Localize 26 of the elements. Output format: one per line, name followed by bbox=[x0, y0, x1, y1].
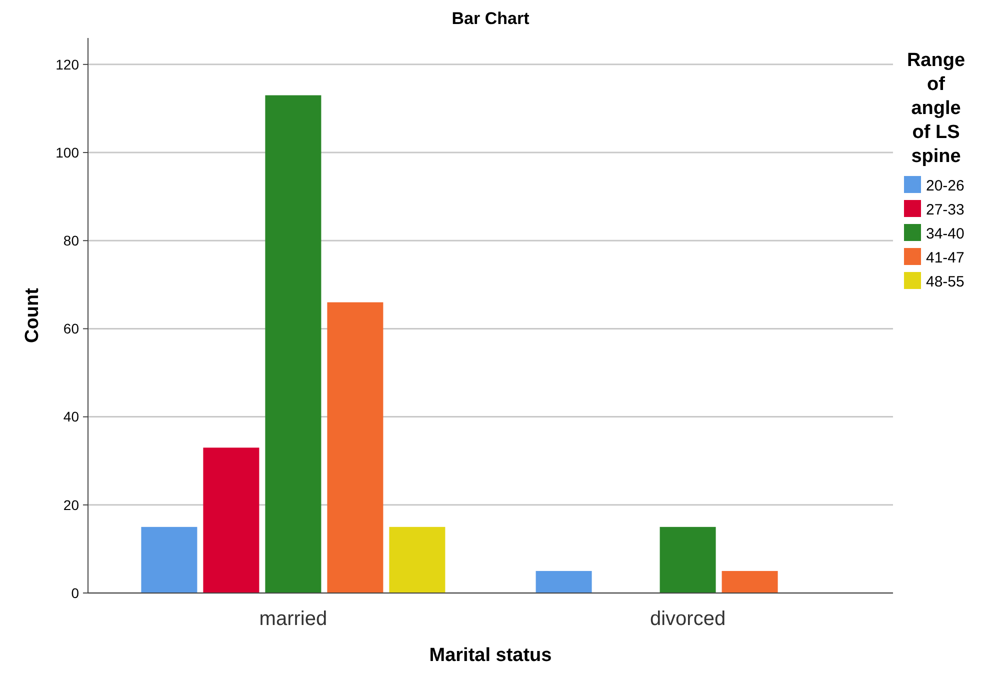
legend-label: 20-26 bbox=[926, 177, 964, 194]
bar bbox=[141, 526, 198, 593]
legend-title: Range of angle of LS spine bbox=[906, 50, 966, 167]
y-tick-label: 40 bbox=[63, 408, 80, 425]
y-tick-label: 20 bbox=[63, 496, 80, 513]
bar bbox=[265, 95, 322, 593]
legend-label: 41-47 bbox=[926, 249, 964, 266]
x-tick-label: divorced bbox=[650, 608, 726, 630]
y-tick-label: 120 bbox=[56, 56, 80, 72]
x-axis-title: Marital status bbox=[429, 645, 552, 666]
bar bbox=[327, 302, 384, 593]
x-tick-label: married bbox=[259, 608, 328, 630]
y-tick-label: 80 bbox=[63, 232, 80, 249]
bar bbox=[660, 526, 716, 593]
y-tick-label: 60 bbox=[63, 320, 80, 337]
y-tick-label: 0 bbox=[71, 584, 80, 601]
y-axis-title: Count bbox=[22, 287, 43, 343]
chart-title: Bar Chart bbox=[452, 9, 530, 28]
bar bbox=[722, 570, 778, 593]
legend-label: 27-33 bbox=[926, 201, 964, 218]
bar bbox=[536, 570, 592, 593]
bar bbox=[203, 448, 260, 593]
bar bbox=[389, 526, 446, 593]
y-tick-label: 100 bbox=[56, 144, 80, 160]
legend-label: 34-40 bbox=[926, 225, 964, 242]
legend-label: 48-55 bbox=[926, 273, 964, 290]
